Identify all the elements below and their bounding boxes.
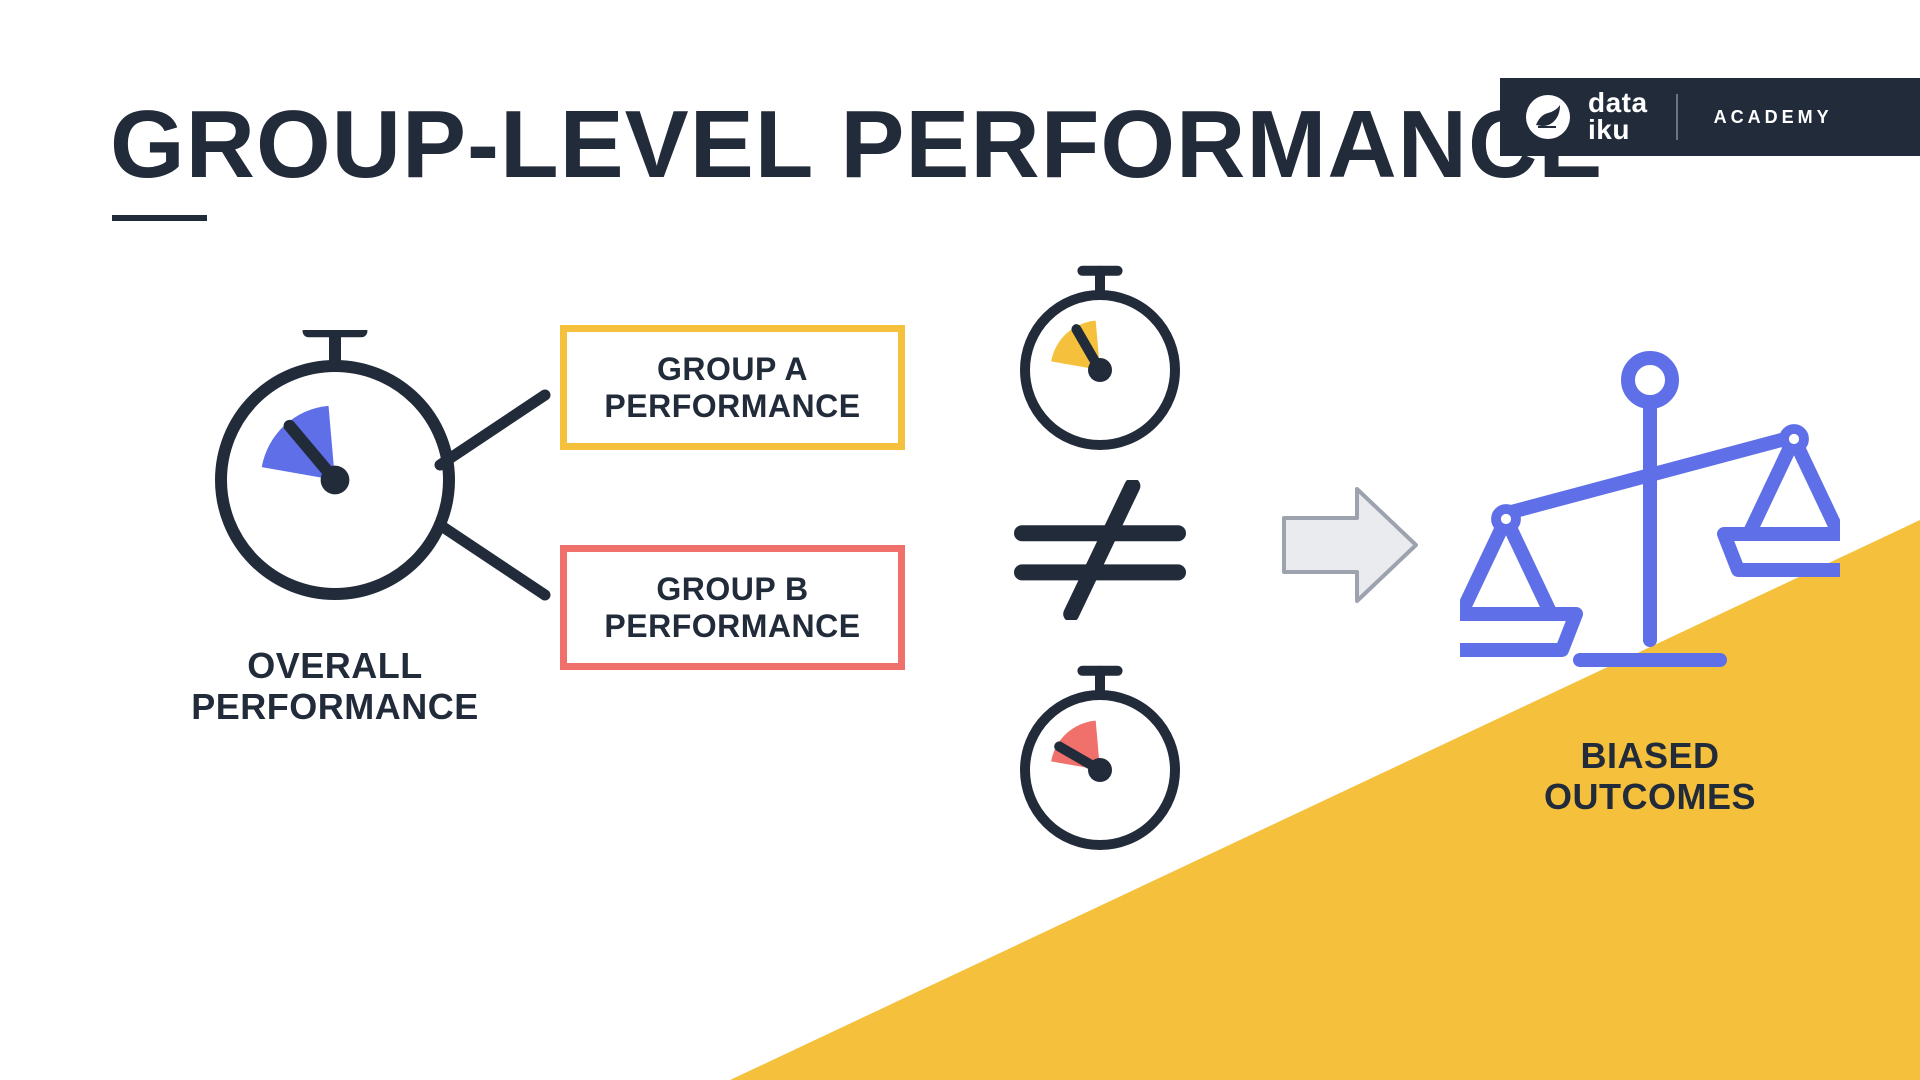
group-b-line2: PERFORMANCE: [604, 608, 860, 644]
gauge-group-a-icon: [1020, 260, 1180, 460]
unbalanced-scales-icon: [1460, 340, 1840, 680]
biased-line2: OUTCOMES: [1544, 776, 1756, 817]
group-b-line1: GROUP B: [656, 571, 808, 607]
not-equal-icon: [1010, 480, 1190, 620]
group-b-box: GROUP B PERFORMANCE: [560, 545, 905, 670]
group-a-line2: PERFORMANCE: [604, 388, 860, 424]
gauge-group-b-icon: [1020, 660, 1180, 860]
group-a-caption: GROUP A PERFORMANCE: [604, 351, 860, 425]
group-a-line1: GROUP A: [657, 351, 808, 387]
biased-line1: BIASED: [1580, 735, 1719, 776]
group-b-caption: GROUP B PERFORMANCE: [604, 571, 860, 645]
arrow-right-icon: [1280, 485, 1420, 605]
group-a-box: GROUP A PERFORMANCE: [560, 325, 905, 450]
biased-caption: BIASED OUTCOMES: [1500, 735, 1800, 818]
